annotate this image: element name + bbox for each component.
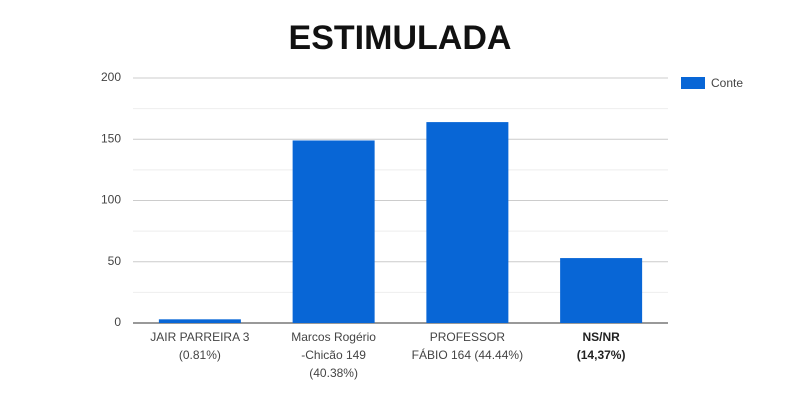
y-tick-label: 0 <box>114 315 121 329</box>
bar <box>292 140 375 323</box>
x-tick-label: (40.38%) <box>309 366 358 380</box>
bar <box>426 122 509 323</box>
x-tick-label: (14,37%) <box>577 348 626 362</box>
y-tick-label: 200 <box>101 70 121 84</box>
y-tick-label: 50 <box>108 254 122 268</box>
x-tick-label: Marcos Rogério <box>291 330 376 344</box>
bar <box>560 258 643 323</box>
y-tick-label: 100 <box>101 193 121 207</box>
legend-swatch <box>681 77 705 89</box>
chart-title: ESTIMULADA <box>289 19 512 57</box>
x-tick-label: -Chicão 149 <box>301 348 366 362</box>
x-tick-label: JAIR PARREIRA 3 <box>150 330 249 344</box>
x-tick-label: PROFESSOR <box>430 330 506 344</box>
y-tick-label: 150 <box>101 131 121 145</box>
x-tick-label: NS/NR <box>582 330 620 344</box>
x-tick-label: FÁBIO 164 (44.44%) <box>412 347 523 362</box>
legend-label: Conte <box>711 76 743 90</box>
x-tick-label: (0.81%) <box>179 348 221 362</box>
bar <box>158 319 241 323</box>
